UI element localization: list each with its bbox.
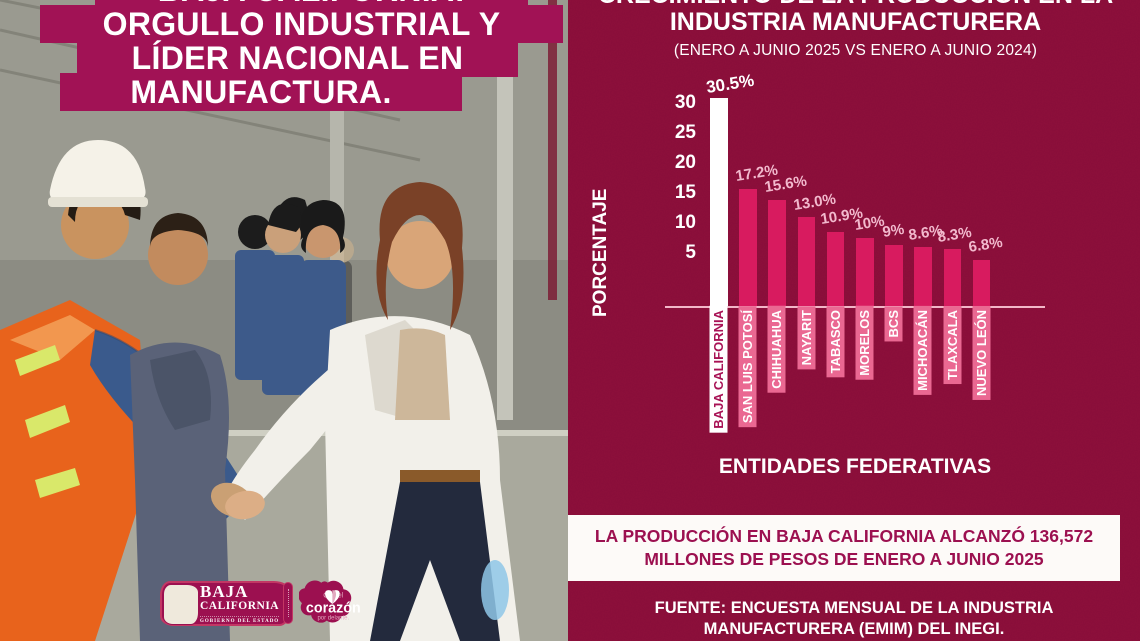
svg-text:por delante.: por delante.: [317, 616, 349, 622]
svg-text:corazón: corazón: [306, 600, 361, 616]
